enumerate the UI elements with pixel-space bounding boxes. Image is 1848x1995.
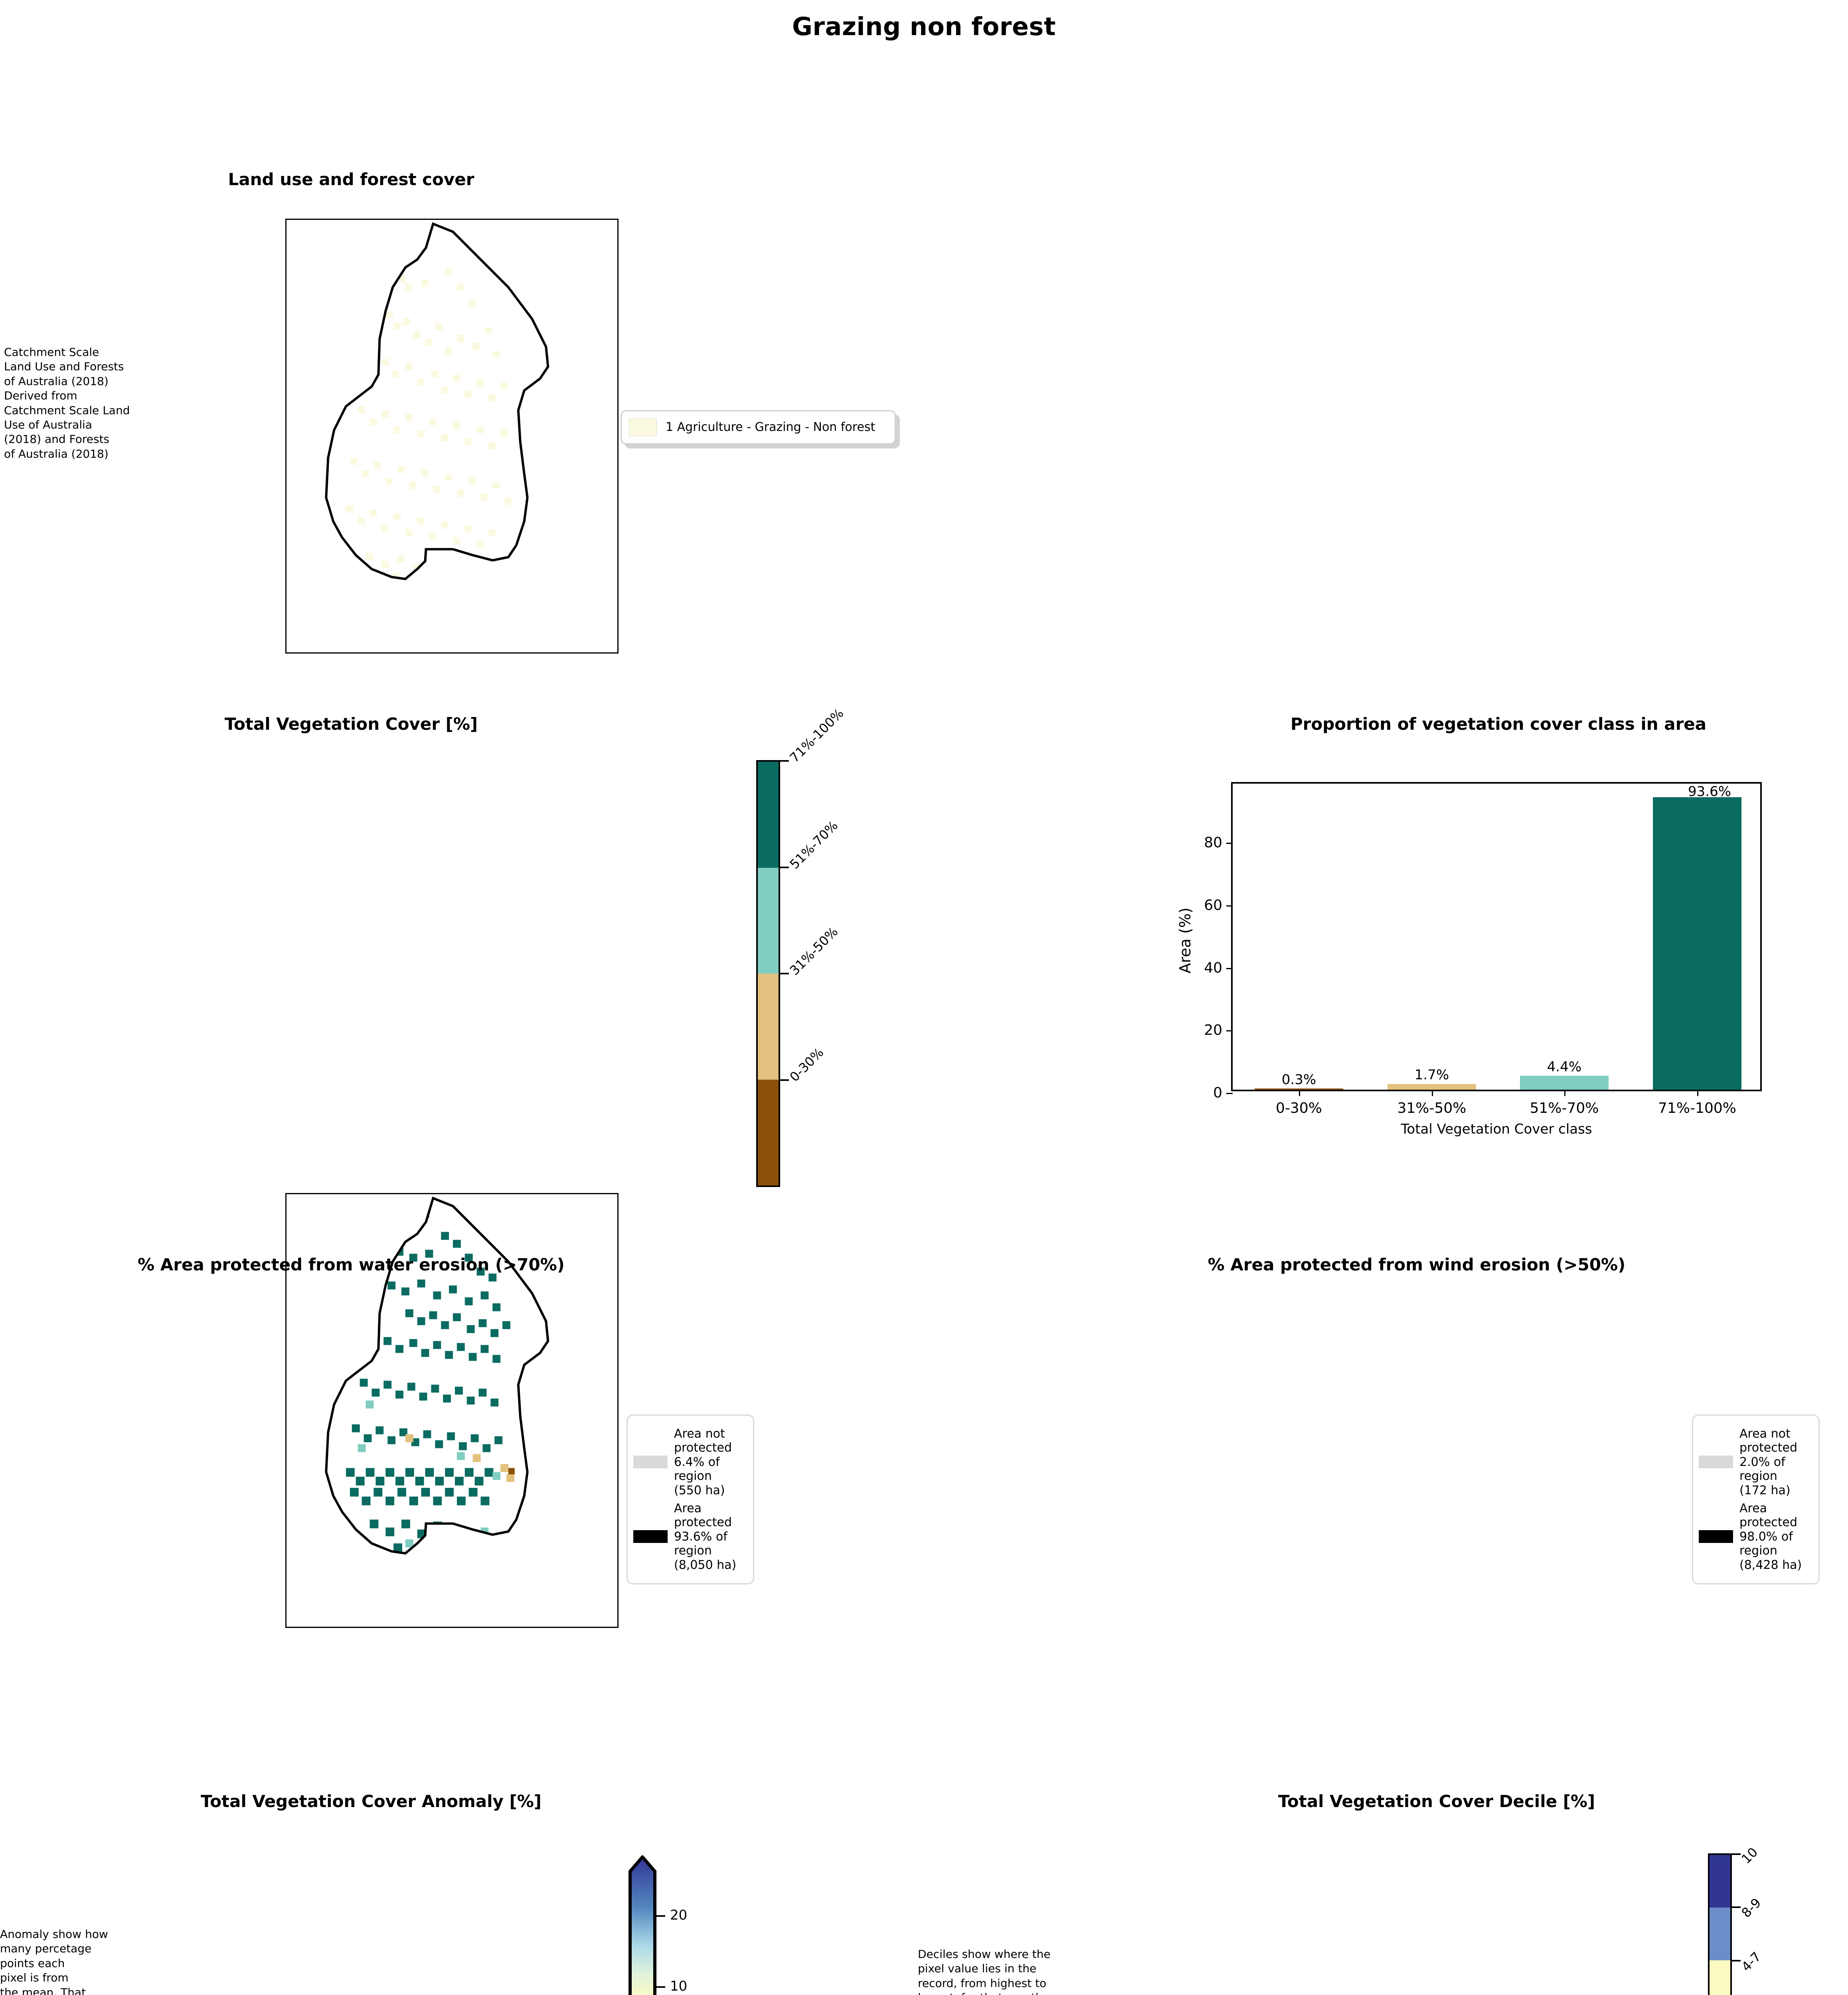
decile-panel-title: Total Vegetation Cover Decile [%]: [1278, 1792, 1595, 1811]
water-erosion-legend-row-protected: Area protected 93.6% of region (8,050 ha…: [633, 1501, 747, 1572]
barchart-ytick-60: 60: [1204, 897, 1222, 914]
landuse-pixels: [326, 223, 548, 579]
protected-label: Area protected 98.0% of region (8,428 ha…: [1739, 1501, 1802, 1572]
not-protected-label: Area not protected 6.4% of region (550 h…: [674, 1427, 732, 1497]
landuse-map[interactable]: [285, 219, 619, 654]
barchart-xtick-2: 51%-70%: [1530, 1100, 1599, 1116]
vegcover-map[interactable]: [285, 1193, 619, 1628]
bar-label-31-50: 1.7%: [1414, 1067, 1449, 1083]
barchart-xtick-1: 31%-50%: [1397, 1100, 1467, 1116]
not-protected-label: Area not protected 2.0% of region (172 h…: [1739, 1427, 1798, 1497]
decile-cbar-label-10: 10: [1738, 1844, 1761, 1867]
region-outline: [325, 1196, 549, 1555]
bar-31-50[interactable]: [1387, 1084, 1476, 1090]
landuse-source-note: Catchment Scale Land Use and Forests of …: [4, 346, 130, 460]
protected-swatch: [633, 1530, 668, 1543]
vegcover-colorbar-gradient: [756, 760, 780, 1187]
anomaly-panel-title: Total Vegetation Cover Anomaly [%]: [201, 1792, 542, 1811]
decile-colorbar[interactable]: 1 2-3 4-7 8-9 10: [1708, 1845, 1764, 1995]
water-erosion-panel-title: % Area protected from water erosion (>70…: [138, 1255, 565, 1274]
cbar-seg-decile-10: [1710, 1855, 1730, 1908]
vegcover-map-graphic: [325, 1196, 549, 1555]
page-title: Grazing non forest: [792, 12, 1056, 41]
barchart-plot-area: 0 20 40 60 80 0.3% 1.7% 4.4% 93.6% 0-30%…: [1204, 782, 1762, 1116]
wind-erosion-panel-title: % Area protected from wind erosion (>50%…: [1208, 1255, 1626, 1274]
cbar-seg-0-30: [758, 1079, 779, 1185]
anomaly-cbar-tick-20: 20: [670, 1907, 688, 1923]
not-protected-swatch: [1699, 1456, 1733, 1469]
bar-label-71-100: 93.6%: [1688, 784, 1731, 800]
vegcover-cbar-label-2: 51%-70%: [787, 818, 841, 872]
cbar-seg-decile-8-9: [1710, 1908, 1730, 1960]
bar-0-30[interactable]: [1255, 1088, 1343, 1090]
cbar-seg-51-70: [758, 867, 779, 974]
landuse-map-graphic: [325, 222, 549, 581]
barchart-xlabel: Total Vegetation Cover class: [1401, 1121, 1592, 1137]
bar-label-0-30: 0.3%: [1281, 1072, 1316, 1088]
barchart-ytick-80: 80: [1204, 834, 1222, 851]
vegcover-cbar-label-1: 31%-50%: [787, 924, 841, 978]
water-erosion-legend: Area not protected 6.4% of region (550 h…: [627, 1414, 754, 1584]
anomaly-colorbar-gradient: [629, 1855, 656, 1995]
water-erosion-legend-row-not-protected: Area not protected 6.4% of region (550 h…: [633, 1427, 747, 1497]
landuse-legend: 1 Agriculture - Grazing - Non forest: [621, 410, 896, 444]
barchart-title: Proportion of vegetation cover class in …: [1290, 714, 1707, 734]
anomaly-explanation-note: Anomaly show how many percetage points e…: [0, 1928, 108, 1995]
wind-erosion-legend-row-protected: Area protected 98.0% of region (8,428 ha…: [1699, 1501, 1813, 1572]
protected-swatch: [1699, 1530, 1733, 1543]
bar-71-100[interactable]: [1653, 797, 1741, 1090]
barchart-ylabel: Area (%): [1176, 907, 1194, 974]
not-protected-swatch: [633, 1456, 668, 1469]
barchart-ytick-0: 0: [1213, 1084, 1222, 1101]
vegcover-cbar-label-0: 0-30%: [787, 1045, 827, 1085]
barchart-ytick-20: 20: [1204, 1022, 1222, 1039]
barchart-ytick-40: 40: [1204, 960, 1222, 976]
decile-explanation-note: Deciles show where the pixel value lies …: [918, 1948, 1051, 1995]
landuse-legend-label: 1 Agriculture - Grazing - Non forest: [666, 420, 876, 435]
cbar-seg-71-100: [758, 762, 779, 868]
protected-label: Area protected 93.6% of region (8,050 ha…: [674, 1501, 737, 1572]
cbar-seg-31-50: [758, 974, 779, 1080]
decile-cbar-label-4-7: 4-7: [1738, 1949, 1764, 1975]
vegcover-panel-title: Total Vegetation Cover [%]: [224, 714, 478, 734]
barchart-xtick-0: 0-30%: [1276, 1100, 1322, 1116]
decile-cbar-label-8-9: 8-9: [1738, 1895, 1764, 1921]
region-outline: [325, 222, 549, 581]
proportion-bar-chart: Proportion of vegetation cover class in …: [1149, 710, 1848, 1237]
anomaly-colorbar[interactable]: 20 10 0 -10 -20: [629, 1855, 687, 1995]
landuse-legend-swatch: [629, 419, 657, 436]
vegcover-cbar-label-3: 71%-100%: [787, 705, 847, 766]
landuse-panel-title: Land use and forest cover: [228, 170, 474, 189]
cbar-seg-decile-4-7: [1710, 1960, 1730, 1995]
barchart-xtick-3: 71%-100%: [1658, 1100, 1736, 1116]
bar-51-70[interactable]: [1520, 1076, 1609, 1090]
anomaly-cbar-tick-10: 10: [670, 1978, 688, 1994]
decile-colorbar-gradient: [1708, 1853, 1732, 1995]
vegcover-colorbar[interactable]: 0-30% 31%-50% 51%-70% 71%-100%: [756, 705, 847, 1187]
bar-label-51-70: 4.4%: [1547, 1059, 1582, 1075]
wind-erosion-legend: Area not protected 2.0% of region (172 h…: [1692, 1414, 1820, 1584]
wind-erosion-legend-row-not-protected: Area not protected 2.0% of region (172 h…: [1699, 1427, 1813, 1497]
